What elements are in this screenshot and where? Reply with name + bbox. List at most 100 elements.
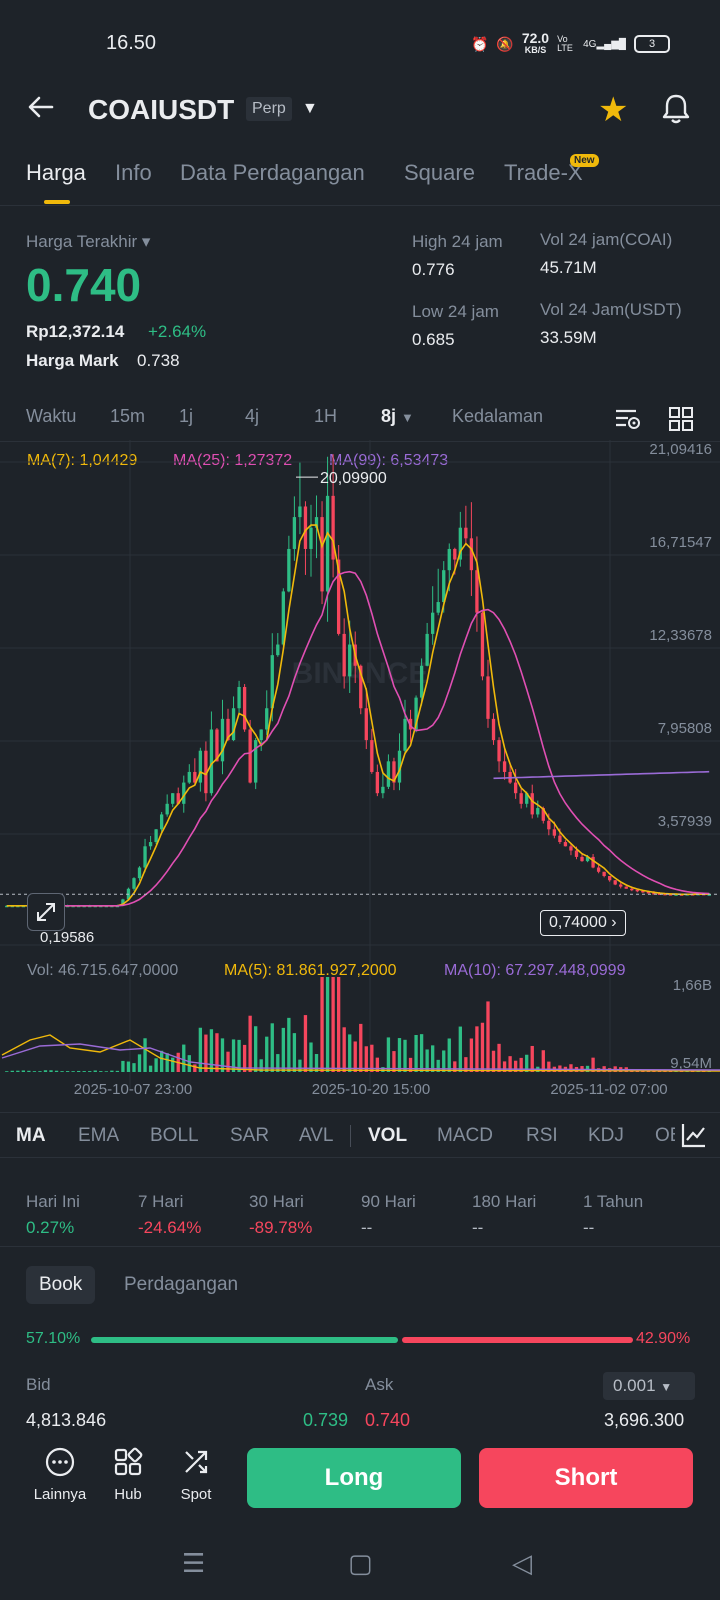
candlestick-chart[interactable]: BINANCE 21,0941616,7154712,336787,958083… [0,440,720,1100]
volume-bar [281,1027,285,1072]
candle-body [209,729,214,794]
more-button[interactable]: Lainnya [27,1446,93,1503]
depth-step-select[interactable]: 0.001 ▼ [603,1372,695,1400]
ma7-line [6,524,710,907]
favorite-star-icon[interactable]: ★ [598,91,629,129]
candle-body [182,782,186,804]
tab-data-perdagangan[interactable]: Data Perdagangan [180,160,365,185]
volume-bar [154,1058,158,1072]
main-tabs: Harga Info Data Perdagangan Square Trade… [0,150,720,206]
interval-4h[interactable]: 4j [245,406,260,426]
indicator-kdj[interactable]: KDJ [588,1125,624,1146]
tab-harga[interactable]: Harga [26,160,86,185]
indicator-boll[interactable]: BOLL [150,1125,199,1146]
volume-bar [491,1050,496,1072]
volume-bar [82,1071,86,1072]
volume-bar [370,1044,374,1072]
symbol-dropdown-icon[interactable]: ▼ [302,100,318,117]
candle-body [569,846,573,851]
candle-body [464,527,468,539]
notification-bell-icon[interactable] [660,92,692,131]
volume-bar [547,1061,551,1072]
indicator-avl[interactable]: AVL [299,1125,334,1146]
volume-bar [530,1045,534,1072]
candle-body [231,708,236,741]
long-button[interactable]: Long [247,1448,461,1508]
layout-grid-icon[interactable] [668,406,694,437]
perf-today-label: Hari Ini [26,1192,80,1211]
back-nav-icon[interactable]: ◁ [512,1548,532,1578]
high-24h: 0.776 [412,260,455,279]
chart-settings-icon[interactable] [614,406,642,437]
volume-bar [425,1049,429,1072]
candle-body [265,708,269,730]
volume-bar [569,1064,573,1072]
candle-body [630,888,634,891]
interval-1d[interactable]: 1H [314,406,338,426]
bid-label: Bid [26,1375,51,1394]
hub-button[interactable]: Hub [95,1446,161,1503]
candle-body [336,559,341,634]
candle-body [276,644,280,656]
candle-body [707,894,711,896]
tab-info[interactable]: Info [115,160,152,185]
tab-book[interactable]: Book [26,1266,96,1304]
candle-body [613,880,617,885]
tab-trade-x[interactable]: Trade-X [504,160,583,185]
spot-label: Spot [180,1486,212,1503]
indicator-obv[interactable]: OBV [655,1125,675,1146]
volume-bar [60,1071,64,1072]
indicator-vol[interactable]: VOL [368,1125,408,1146]
tab-trades[interactable]: Perdagangan [124,1274,239,1295]
new-badge: New [570,154,599,167]
current-price-tag[interactable]: 0,74000 › [540,910,626,936]
candle-body [442,570,446,603]
indicator-sar[interactable]: SAR [230,1125,270,1146]
last-price-label[interactable]: Harga Terakhir ▾ [26,232,151,251]
home-icon[interactable]: ▢ [348,1548,373,1578]
volume-bar [254,1026,258,1072]
candle-body [193,771,197,783]
candle-body [397,750,402,783]
recent-apps-icon[interactable]: ☰ [182,1548,206,1578]
interval-depth[interactable]: Kedalaman [452,406,544,426]
indicator-ma[interactable]: MA [16,1125,46,1146]
signal-icon: 4G▂▄▆█ [583,38,626,50]
candle-body [242,686,247,730]
volume-bar [525,1054,529,1072]
low-annotation: 0,19586 [40,929,95,946]
indicator-chart-icon[interactable] [680,1121,708,1154]
candle-body [309,527,313,549]
short-button[interactable]: Short [479,1448,693,1508]
indicator-ema[interactable]: EMA [78,1125,120,1146]
volume-bar [16,1070,20,1072]
volume-bar [77,1070,81,1072]
tab-square[interactable]: Square [404,160,475,185]
interval-1h[interactable]: 1j [179,406,194,426]
candle-body [254,740,258,783]
volume-bar [353,1041,357,1072]
volume-bar [486,1001,490,1072]
volume-bar [359,1023,363,1072]
interval-time[interactable]: Waktu [26,406,77,426]
candle-body [536,808,540,815]
volume-bar [364,1046,368,1072]
interval-15m[interactable]: 15m [110,406,146,426]
indicator-rsi[interactable]: RSI [526,1125,558,1146]
low-24h: 0.685 [412,330,455,349]
expand-chart-icon[interactable] [27,893,65,931]
idr-price: Rp12,372.14 [26,322,125,341]
candle-body [359,665,363,709]
spot-button[interactable]: Spot [163,1446,229,1503]
indicator-tabs: MA EMA BOLL SAR AVL VOL MACD RSI KDJ OBV [0,1112,720,1158]
x-tick-label: 2025-10-20 15:00 [312,1081,430,1098]
volume-bar [392,1051,396,1072]
interval-8h[interactable]: 8j ▼ [381,406,414,426]
candle-body [436,602,440,613]
volume-bar [49,1070,53,1072]
candle-body [270,655,274,709]
symbol-title[interactable]: COAIUSDT [88,94,235,125]
candle-body [226,718,230,741]
indicator-macd[interactable]: MACD [437,1125,493,1146]
back-arrow-icon[interactable] [26,92,60,126]
